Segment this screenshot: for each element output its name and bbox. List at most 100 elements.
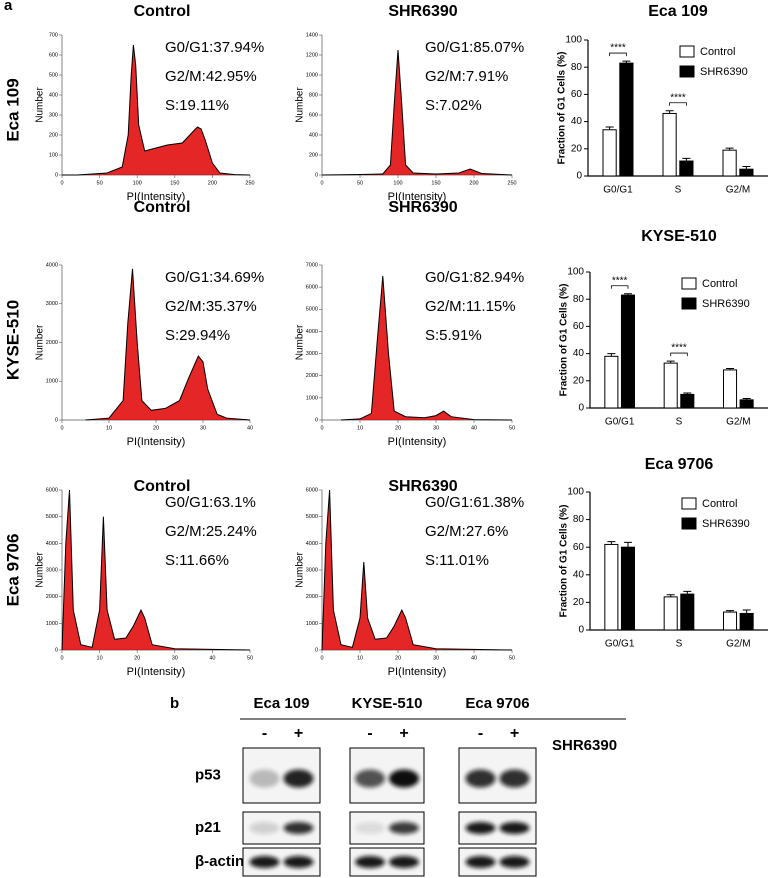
y-tick-label: 1000 [46,621,58,627]
x-tick-label: 0 [60,180,63,186]
error-bar [623,293,632,296]
y-tick-label: 4000 [306,329,318,335]
axes [321,35,512,176]
annotation: G2/M:7.91% [425,68,508,85]
error-bar [607,353,616,357]
bar [620,546,635,631]
x-tick-label: 100 [133,180,142,186]
bar [680,393,695,409]
panel-label: a [4,0,13,14]
legend-swatch [679,65,695,78]
y-tick-label: 100 [567,267,584,278]
bar [722,149,737,177]
bar [723,369,738,409]
y-tick-label: 5000 [306,307,318,313]
chart-title: SHR6390 [388,199,457,216]
annotation: G0/G1:82.94% [425,269,524,286]
y-tick-label: 4000 [46,262,58,268]
y-axis-label: Number [35,87,46,123]
protein-label: p21 [195,819,221,836]
blot-band [283,822,314,834]
y-axis-label: Number [295,552,306,588]
y-tick-label: 20 [573,375,585,386]
error-bar [607,541,616,545]
curve-area [62,490,250,650]
y-tick-label: 2000 [46,594,58,600]
error-bar [623,541,632,548]
error-bar [683,590,692,595]
bar [602,129,617,177]
chart-title: Control [134,3,191,20]
y-tick-label: 5000 [46,514,58,520]
bar [620,294,635,409]
y-axis-label: Number [35,552,46,588]
x-tick-label: 200 [208,180,217,186]
x-tick-label: 50 [97,180,103,186]
annotation: G0/G1:63.1% [165,494,256,511]
x-tick-label: G2/M [726,185,750,196]
blot-band [499,856,530,868]
annotation: S:5.91% [425,327,482,344]
y-tick-label: 0 [578,403,584,414]
curve [85,268,251,421]
y-tick-label: 2000 [306,373,318,379]
x-tick-label: 150 [170,180,179,186]
y-tick-label: 80 [571,62,583,73]
y-tick-label: 40 [573,348,585,359]
y-tick-label: 6000 [306,487,318,493]
legend-swatch [681,517,697,530]
x-axis-label: PI(Intensity) [127,666,186,678]
y-tick-label: 6000 [46,487,58,493]
y-tick-label: 200 [49,132,58,138]
curve [340,276,513,421]
x-tick-label: 30 [200,425,206,431]
y-tick-label: 0 [315,172,318,178]
bar [739,168,754,177]
significance-label: **** [612,275,628,286]
legend-label: Control [700,46,735,58]
y-axis-label: Fraction of G1 Cells (%) [557,52,568,165]
y-tick-label: 0 [55,417,58,423]
y-tick-label: 1000 [306,72,318,78]
legend-label: SHR6390 [702,518,750,530]
bar [680,593,695,631]
curve-area [322,490,512,650]
y-axis-label: Number [295,87,306,123]
x-axis-label: PI(Intensity) [388,666,447,678]
bar [604,355,619,409]
y-tick-label: 200 [309,152,318,158]
error-bar [742,397,751,400]
legend-label: Control [702,498,737,510]
x-tick-label: G0/G1 [605,639,635,650]
treatment-sign: - [478,725,483,742]
annotation: G2/M:11.15% [425,298,516,315]
x-tick-label: 20 [395,655,401,661]
x-tick-label: 20 [134,655,140,661]
x-tick-label: 10 [97,655,103,661]
x-tick-label: 50 [509,655,515,661]
bar [619,62,634,177]
y-tick-label: 700 [49,32,58,38]
y-tick-label: 3000 [306,567,318,573]
y-tick-label: 40 [573,569,585,580]
curve-area [341,276,512,420]
y-tick-label: 0 [578,625,584,636]
error-bar [666,594,675,597]
x-tick-label: S [675,185,682,196]
y-axis-label: Number [35,324,46,360]
y-tick-label: 1000 [46,379,58,385]
error-bar [742,609,751,614]
x-axis-label: PI(Intensity) [127,191,186,203]
annotation: G0/G1:34.69% [165,269,264,286]
y-tick-label: 1000 [306,621,318,627]
bar [679,160,694,177]
y-tick-label: 4000 [46,541,58,547]
row-label: KYSE-510 [3,300,22,380]
legend-swatch [679,45,695,58]
blot-band [249,822,280,834]
y-tick-label: 60 [571,89,583,100]
error-bar [683,392,692,395]
axes [587,40,768,177]
y-tick-label: 60 [573,321,585,332]
